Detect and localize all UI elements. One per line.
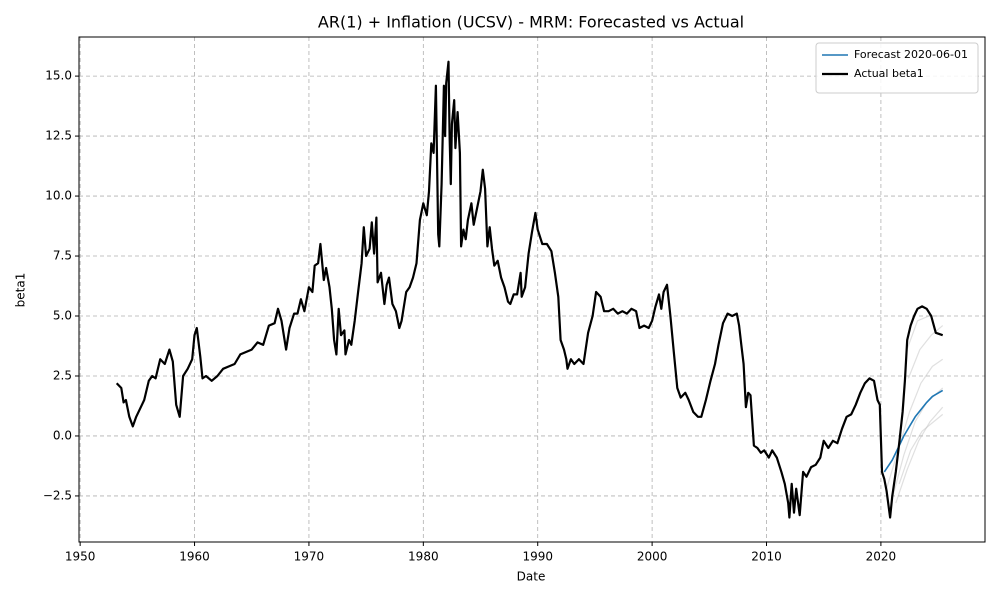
y-tick-label: 5.0 (53, 309, 72, 323)
x-tick-label: 1980 (408, 550, 439, 564)
x-tick-label: 2000 (637, 550, 668, 564)
forecast-path-line (886, 358, 944, 489)
x-tick-label: 2020 (866, 550, 897, 564)
series-line (115, 60, 944, 519)
x-tick-label: 1990 (522, 550, 553, 564)
series-line (883, 389, 944, 473)
x-tick-label: 2010 (751, 550, 782, 564)
x-axis-label: Date (517, 570, 546, 584)
y-axis-label: beta1 (14, 273, 28, 308)
y-tick-label: 12.5 (45, 129, 72, 143)
y-tick-label: 7.5 (53, 249, 72, 263)
y-tick-label: 15.0 (45, 69, 72, 83)
y-tick-label: −2.5 (43, 488, 72, 502)
forecast-path-line (895, 406, 944, 504)
chart-title: AR(1) + Inflation (UCSV) - MRM: Forecast… (318, 13, 744, 32)
plot-frame (78, 36, 986, 543)
y-tick-label: 10.0 (45, 189, 72, 203)
legend-label: Forecast 2020-06-01 (854, 48, 968, 61)
y-tick-label: 0.0 (53, 428, 72, 442)
forecast-path-line (907, 325, 944, 379)
x-tick-label: 1960 (179, 550, 210, 564)
x-tick-label: 1950 (65, 550, 96, 564)
legend-box (815, 42, 979, 94)
forecast-path-line (905, 315, 943, 353)
forecast-path-line (898, 413, 944, 485)
y-tick-label: 2.5 (53, 368, 72, 382)
x-tick-label: 1970 (294, 550, 325, 564)
legend-label: Actual beta1 (854, 67, 924, 80)
